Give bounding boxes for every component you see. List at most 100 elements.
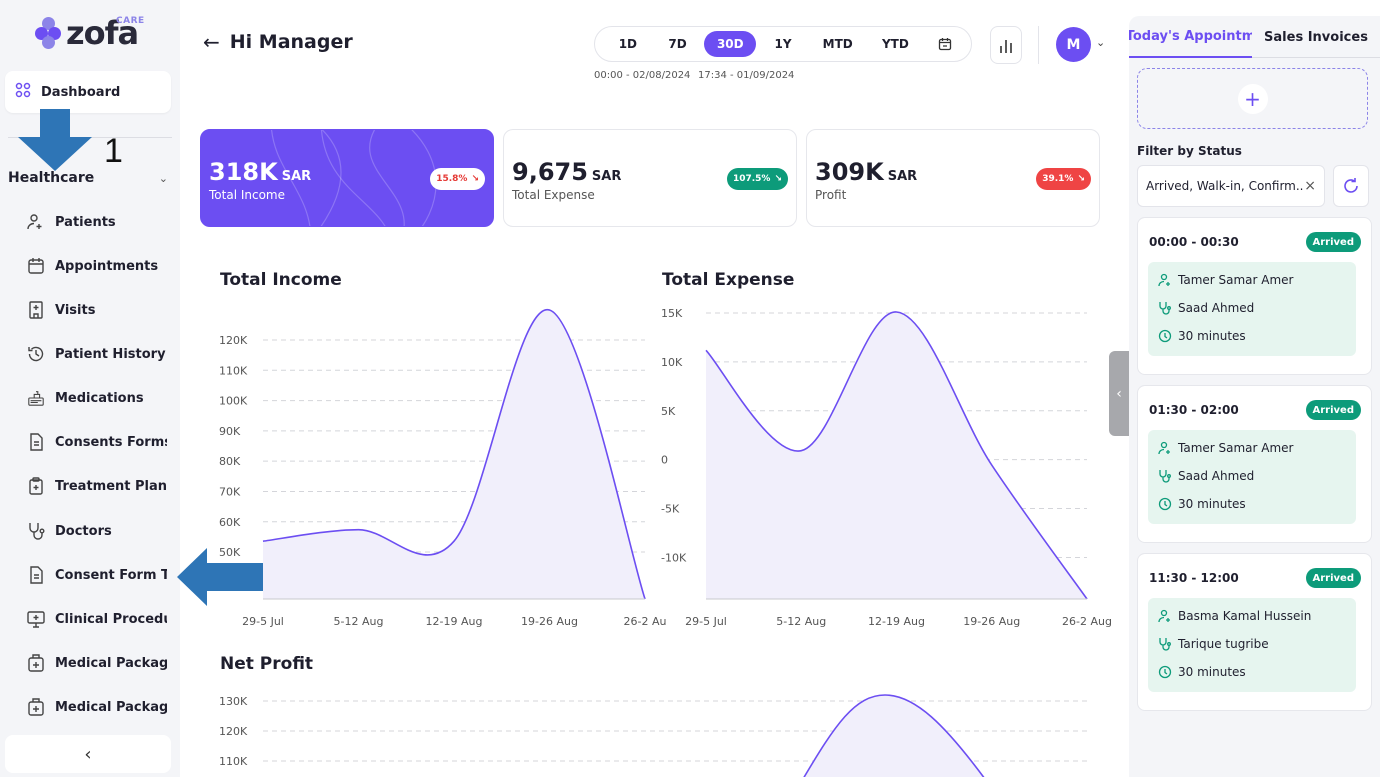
stat-card-total-income[interactable]: 318K SAR Total Income 15.8% ↘ [200,129,494,227]
bar-chart-icon [1000,40,1012,53]
sidebar-item-patients[interactable]: Patients [27,210,177,234]
status-badge: Arrived [1305,232,1361,252]
area-fill [263,309,645,599]
appointment-card[interactable]: 00:00 - 00:30 Arrived Tamer Samar Amer S… [1137,217,1372,375]
sidebar-item-label: Medical Package [55,655,167,671]
medical-bag-icon [27,698,45,716]
sidebar-item-appointments[interactable]: Appointments [27,254,177,278]
chart-title-total-income: Total Income [220,270,342,290]
appointment-duration: 30 minutes [1158,665,1246,679]
trend-down-icon: ↘ [1077,174,1085,184]
chart-title-total-expense: Total Expense [662,270,795,290]
sidebar-item-medications[interactable]: Medications [27,386,177,410]
area-fill [706,311,1087,599]
annotation-arrow-down-icon [18,109,92,171]
logo-text: zofa [66,14,139,52]
stat-unit: SAR [887,169,918,184]
stat-card-total-expense[interactable]: 9,675 SAR Total Expense 107.5% ↘ [503,129,797,227]
section-label: Healthcare [8,170,95,186]
stat-card-profit[interactable]: 309K SAR Profit 39.1% ↘ [806,129,1100,227]
range-ytd-button[interactable]: YTD [881,37,909,51]
sidebar-item-medical-package[interactable]: Medical Package [27,651,177,675]
patient-icon [1158,609,1172,623]
calendar-icon [27,257,45,275]
plus-icon: + [1237,83,1268,114]
stat-unit: SAR [281,169,312,184]
page-title: Hi Manager [229,31,353,53]
sidebar-item-doctors[interactable]: Doctors [27,519,177,543]
clock-icon [1158,497,1172,511]
range-1y-button[interactable]: 1Y [774,37,792,51]
y-tick-label: 5K [661,405,676,418]
tab-todays-appointments[interactable]: Today's Appointm [1129,16,1252,58]
range-7d-button[interactable]: 7D [668,37,687,51]
range-1d-button[interactable]: 1D [618,37,638,51]
monitor-icon [27,610,45,628]
logo-care-tag: CARE [116,16,145,26]
y-tick-label: 50K [219,546,241,559]
stethoscope-icon [27,522,45,540]
appointment-doctor: Saad Ahmed [1158,469,1254,483]
calendar-picker-button[interactable] [925,31,965,57]
clock-icon [1158,665,1172,679]
total-income-chart: 120K 110K 100K 90K 80K 70K 60K 50K 29-5 Jul 5-12 … [219,309,666,628]
panel-toggle-handle[interactable]: ‹ [1109,351,1129,436]
sidebar-collapse-button[interactable]: ‹ [5,735,171,773]
sidebar-item-dashboard[interactable]: Dashboard [5,71,171,113]
y-tick-label: 15K [661,307,683,320]
appointment-doctor: Tarique tugribe [1158,637,1269,651]
filter-value: Arrived, Walk-in, Confirm... [1146,179,1305,193]
refresh-icon [1344,178,1358,193]
stethoscope-icon [1158,469,1172,483]
avatar[interactable]: M [1056,27,1091,62]
tab-sales-invoices[interactable]: Sales Invoices [1264,29,1368,45]
sidebar-item-label: Treatment Plans [55,478,167,494]
stat-caption: Total Income [209,188,285,202]
appointment-card[interactable]: 11:30 - 12:00 Arrived Basma Kamal Hussei… [1137,553,1372,711]
x-tick-label: 29-5 Jul [242,615,284,628]
appointment-doctor: Saad Ahmed [1158,301,1254,315]
y-tick-label: 100K [219,395,248,408]
refresh-button[interactable] [1333,165,1369,207]
back-arrow-icon[interactable]: ← [203,30,220,54]
x-tick-label: 5-12 Aug [334,615,384,628]
panel-tabs: Today's Appointm Sales Invoices [1129,16,1380,58]
y-tick-label: 90K [219,425,241,438]
appointment-time: 11:30 - 12:00 [1149,571,1239,585]
sidebar-item-medical-package-2[interactable]: Medical Package ... [27,695,177,719]
chart-view-button[interactable] [990,26,1022,64]
stethoscope-icon [1158,637,1172,651]
status-filter-select[interactable]: Arrived, Walk-in, Confirm... × [1137,165,1325,207]
y-tick-label: -5K [661,503,680,516]
filter-label: Filter by Status [1137,144,1242,158]
sidebar-item-consents-forms[interactable]: Consents Forms [27,430,177,454]
clear-icon[interactable]: × [1304,178,1316,194]
patient-icon [1158,441,1172,455]
right-panel: Today's Appointm Sales Invoices + Filter… [1129,16,1380,777]
appointment-details: Basma Kamal Hussein Tarique tugribe 30 m… [1148,598,1356,692]
clipboard-icon [27,477,45,495]
chevron-down-icon[interactable]: ⌄ [1096,36,1106,49]
sidebar-item-visits[interactable]: Visits [27,298,177,322]
appointment-card[interactable]: 01:30 - 02:00 Arrived Tamer Samar Amer S… [1137,385,1372,543]
history-icon [27,345,45,363]
sidebar-item-treatment-plans[interactable]: Treatment Plans [27,474,177,498]
status-badge: Arrived [1305,400,1361,420]
medical-bag-icon [27,654,45,672]
sidebar: zofa CARE Dashboard Healthcare ⌄ Patient… [0,0,180,777]
range-30d-button[interactable]: 30D [704,31,757,57]
sidebar-item-consent-form-templates[interactable]: Consent Form Te... [27,563,177,587]
sidebar-section-healthcare[interactable]: Healthcare ⌄ [8,170,168,186]
range-end-text: 17:34 - 01/09/2024 [698,70,795,81]
net-profit-chart: 130K 120K 110K [219,694,1087,777]
change-badge: 107.5% ↘ [726,168,788,190]
annotation-number: 1 [104,132,123,170]
page-header: ← Hi Manager [203,30,353,54]
sidebar-item-clinical-procedures[interactable]: Clinical Procedur... [27,607,177,631]
sidebar-item-patient-history[interactable]: Patient History [27,342,177,366]
range-mtd-button[interactable]: MTD [822,37,853,51]
add-appointment-button[interactable]: + [1137,68,1368,129]
x-tick-label: 29-5 Jul [685,615,727,628]
zofa-logo[interactable]: zofa CARE [34,14,144,52]
document-icon [27,566,45,584]
